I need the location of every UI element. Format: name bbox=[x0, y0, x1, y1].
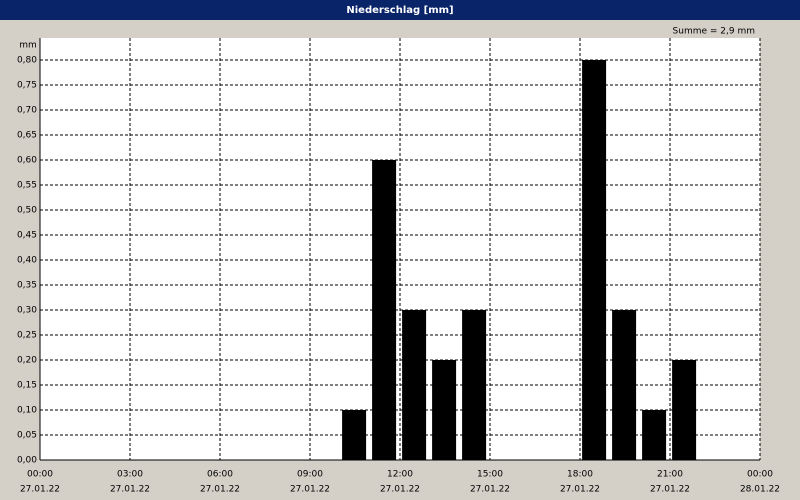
x-tick-date: 27.01.22 bbox=[110, 485, 150, 495]
y-tick-label: 0,70 bbox=[17, 106, 37, 116]
x-tick-label: 03:00 bbox=[117, 470, 143, 480]
x-tick-date: 27.01.22 bbox=[470, 485, 510, 495]
y-tick-label: 0,35 bbox=[17, 281, 37, 291]
y-tick-label: 0,00 bbox=[17, 456, 37, 466]
y-tick-label: 0,60 bbox=[17, 156, 37, 166]
y-tick-label: 0,40 bbox=[17, 256, 37, 266]
annotation: Summe = 2,9 mm bbox=[673, 27, 755, 37]
y-tick-label: 0,50 bbox=[17, 206, 37, 216]
y-tick-label: 0,10 bbox=[17, 406, 37, 416]
y-tick-label: 0,30 bbox=[17, 306, 37, 316]
x-tick-label: 09:00 bbox=[297, 470, 323, 480]
x-tick-date: 28.01.22 bbox=[740, 485, 780, 495]
bar bbox=[642, 410, 667, 460]
x-tick-date: 27.01.22 bbox=[20, 485, 60, 495]
y-tick-label: 0,65 bbox=[17, 131, 37, 141]
y-tick-label: 0,05 bbox=[17, 431, 37, 441]
x-tick-date: 27.01.22 bbox=[200, 485, 240, 495]
chart-title: Niederschlag [mm] bbox=[346, 5, 453, 16]
x-tick-label: 06:00 bbox=[207, 470, 233, 480]
x-tick-label: 00:00 bbox=[747, 470, 773, 480]
y-tick-label: 0,80 bbox=[17, 56, 37, 66]
y-tick-label: 0,55 bbox=[17, 181, 37, 191]
bar bbox=[402, 310, 427, 460]
x-tick-label: 00:00 bbox=[27, 470, 53, 480]
x-tick-date: 27.01.22 bbox=[380, 485, 420, 495]
x-tick-label: 21:00 bbox=[657, 470, 683, 480]
title-bar bbox=[0, 0, 800, 20]
y-tick-label: 0,20 bbox=[17, 356, 37, 366]
bar bbox=[432, 360, 457, 460]
x-tick-label: 15:00 bbox=[477, 470, 503, 480]
x-tick-date: 27.01.22 bbox=[560, 485, 600, 495]
y-tick-label: 0,15 bbox=[17, 381, 37, 391]
bar bbox=[462, 310, 487, 460]
x-tick-label: 12:00 bbox=[387, 470, 413, 480]
bar bbox=[612, 310, 637, 460]
x-tick-date: 27.01.22 bbox=[650, 485, 690, 495]
y-tick-label: 0,75 bbox=[17, 81, 37, 91]
x-tick-label: 18:00 bbox=[567, 470, 593, 480]
y-unit: mm bbox=[19, 41, 37, 51]
bar bbox=[582, 60, 607, 460]
bar bbox=[372, 160, 397, 460]
bar bbox=[342, 410, 367, 460]
y-tick-label: 0,45 bbox=[17, 231, 37, 241]
bar bbox=[672, 360, 697, 460]
y-tick-label: 0,25 bbox=[17, 331, 37, 341]
x-tick-date: 27.01.22 bbox=[290, 485, 330, 495]
